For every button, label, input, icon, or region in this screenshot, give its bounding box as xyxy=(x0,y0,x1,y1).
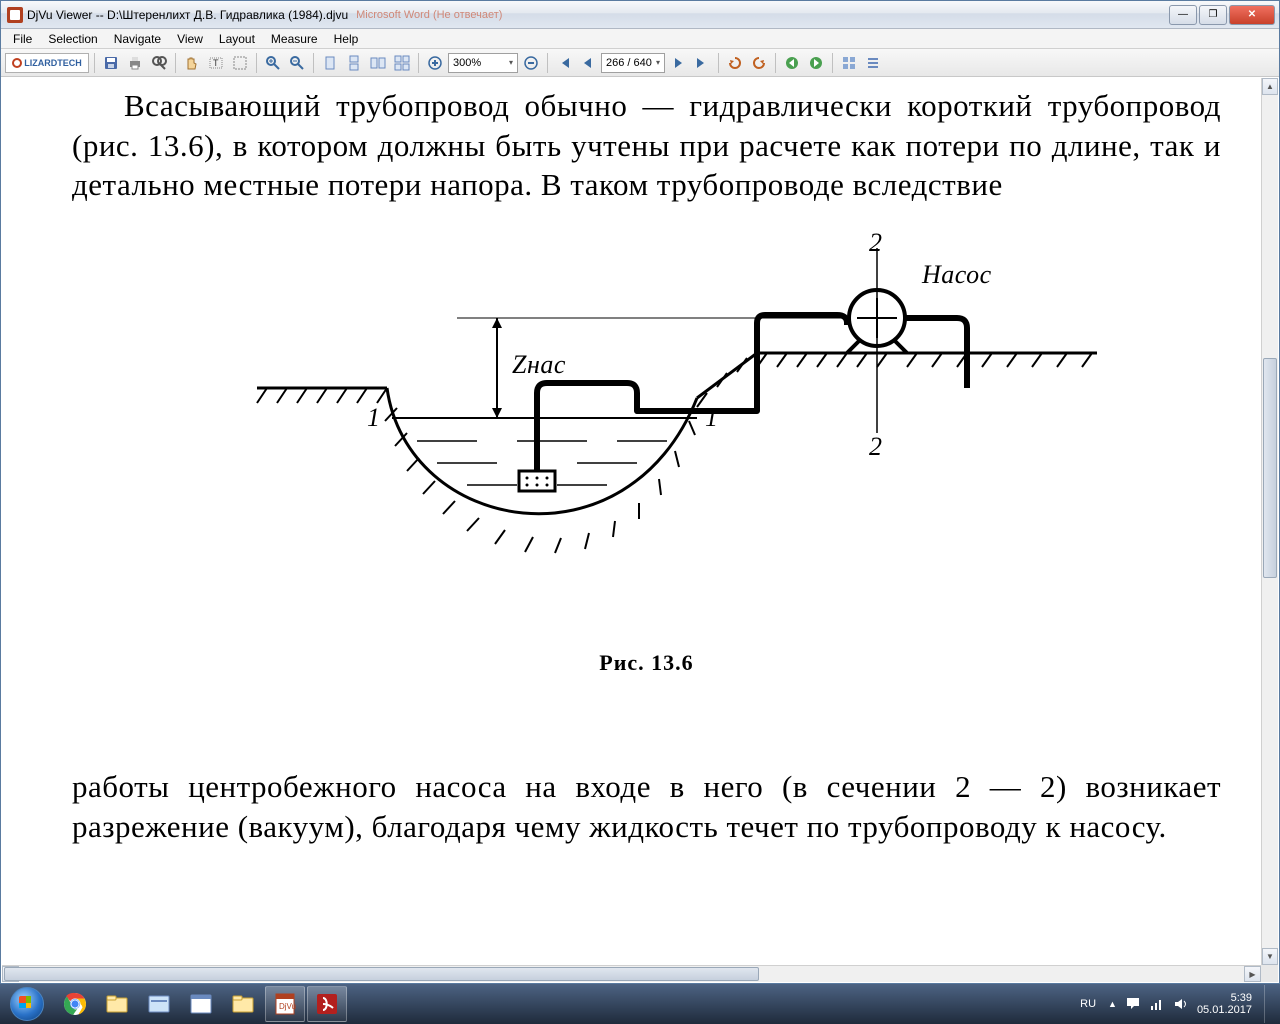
last-page-button[interactable] xyxy=(691,52,713,74)
figure-13-6: 1 1 2 2 Насос Zнас xyxy=(197,223,1097,643)
label-pump: Насос xyxy=(921,260,992,289)
toolbar: LIZARDTECH T 300% 266 / 640 xyxy=(1,49,1279,77)
maximize-button[interactable] xyxy=(1199,5,1227,25)
vertical-scrollbar[interactable] xyxy=(1261,78,1278,965)
app-window: DjVu Viewer -- D:\Штеренлихт Д.В. Гидрав… xyxy=(0,0,1280,984)
layout-single-button[interactable] xyxy=(319,52,341,74)
svg-text:T: T xyxy=(213,58,219,68)
label-section-1b: 1 xyxy=(705,403,719,432)
label-section-2b: 2 xyxy=(869,432,883,461)
menu-selection[interactable]: Selection xyxy=(40,30,105,48)
taskbar: DjVu RU ▲ 5:39 05.01.2017 xyxy=(0,984,1280,1024)
thumbnails-button[interactable] xyxy=(838,52,860,74)
hand-tool-button[interactable] xyxy=(181,52,203,74)
scroll-right-button[interactable] xyxy=(1244,966,1261,982)
layout-cont-facing-button[interactable] xyxy=(391,52,413,74)
task-djvu-viewer[interactable]: DjVu xyxy=(265,986,305,1022)
tray-overflow-icon[interactable]: ▲ xyxy=(1108,999,1117,1009)
region-select-button[interactable] xyxy=(229,52,251,74)
zoom-minus-button[interactable] xyxy=(520,52,542,74)
close-button[interactable] xyxy=(1229,5,1275,25)
windows-logo-icon xyxy=(10,987,44,1021)
window-title-extra: Microsoft Word (Не отвечает) xyxy=(356,9,502,21)
paragraph-1: Всасывающий трубопровод обычно — гидравл… xyxy=(72,86,1221,205)
window-title: DjVu Viewer -- D:\Штеренлихт Д.В. Гидрав… xyxy=(27,8,348,22)
task-explorer-2[interactable] xyxy=(139,986,179,1022)
page-combo[interactable]: 266 / 640 xyxy=(601,53,665,73)
menu-file[interactable]: File xyxy=(5,30,40,48)
clock[interactable]: 5:39 05.01.2017 xyxy=(1197,992,1252,1016)
nav-back-button[interactable] xyxy=(781,52,803,74)
task-window[interactable] xyxy=(181,986,221,1022)
vscroll-thumb[interactable] xyxy=(1263,358,1277,578)
action-center-icon[interactable] xyxy=(1125,996,1141,1012)
clock-time: 5:39 xyxy=(1197,992,1252,1004)
menu-view[interactable]: View xyxy=(169,30,211,48)
app-icon xyxy=(7,7,23,23)
page-content: Всасывающий трубопровод обычно — гидравл… xyxy=(2,78,1261,847)
svg-text:DjVu: DjVu xyxy=(279,1002,296,1011)
paragraph-2: работы центробежного насоса на входе в н… xyxy=(72,767,1221,846)
label-section-1a: 1 xyxy=(367,403,381,432)
task-folder[interactable] xyxy=(223,986,263,1022)
save-button[interactable] xyxy=(100,52,122,74)
scroll-corner xyxy=(1261,965,1278,982)
start-button[interactable] xyxy=(0,984,54,1024)
zoom-plus-button[interactable] xyxy=(424,52,446,74)
first-page-button[interactable] xyxy=(553,52,575,74)
task-chrome[interactable] xyxy=(55,986,95,1022)
rotate-left-button[interactable] xyxy=(724,52,746,74)
zoom-in-button[interactable] xyxy=(262,52,284,74)
zoom-combo[interactable]: 300% xyxy=(448,53,518,73)
document-viewport[interactable]: Всасывающий трубопровод обычно — гидравл… xyxy=(2,78,1261,965)
text-select-button[interactable]: T xyxy=(205,52,227,74)
scroll-up-button[interactable] xyxy=(1262,78,1278,95)
hscroll-thumb[interactable] xyxy=(4,967,759,981)
scroll-down-button[interactable] xyxy=(1262,948,1278,965)
rotate-right-button[interactable] xyxy=(748,52,770,74)
prev-page-button[interactable] xyxy=(577,52,599,74)
horizontal-scrollbar[interactable] xyxy=(2,965,1261,982)
menu-navigate[interactable]: Navigate xyxy=(106,30,169,48)
next-page-button[interactable] xyxy=(667,52,689,74)
figure-caption: Рис. 13.6 xyxy=(72,649,1221,677)
print-button[interactable] xyxy=(124,52,146,74)
minimize-button[interactable] xyxy=(1169,5,1197,25)
desktop: DjVu Viewer -- D:\Штеренлихт Д.В. Гидрав… xyxy=(0,0,1280,1024)
network-icon[interactable] xyxy=(1149,996,1165,1012)
menu-measure[interactable]: Measure xyxy=(263,30,326,48)
zoom-out-button[interactable] xyxy=(286,52,308,74)
find-button[interactable] xyxy=(148,52,170,74)
menu-help[interactable]: Help xyxy=(326,30,367,48)
outline-button[interactable] xyxy=(862,52,884,74)
brand-logo: LIZARDTECH xyxy=(5,53,89,73)
task-explorer-1[interactable] xyxy=(97,986,137,1022)
task-acrobat[interactable] xyxy=(307,986,347,1022)
menubar: File Selection Navigate View Layout Meas… xyxy=(1,29,1279,49)
clock-date: 05.01.2017 xyxy=(1197,1004,1252,1016)
language-indicator[interactable]: RU xyxy=(1076,996,1100,1012)
system-tray: RU ▲ 5:39 05.01.2017 xyxy=(1076,985,1280,1023)
label-znas: Zнас xyxy=(512,350,566,379)
menu-layout[interactable]: Layout xyxy=(211,30,263,48)
label-section-2a: 2 xyxy=(869,228,883,257)
volume-icon[interactable] xyxy=(1173,996,1189,1012)
nav-forward-button[interactable] xyxy=(805,52,827,74)
show-desktop-button[interactable] xyxy=(1264,985,1274,1023)
layout-facing-button[interactable] xyxy=(367,52,389,74)
titlebar[interactable]: DjVu Viewer -- D:\Штеренлихт Д.В. Гидрав… xyxy=(1,1,1279,29)
layout-continuous-button[interactable] xyxy=(343,52,365,74)
